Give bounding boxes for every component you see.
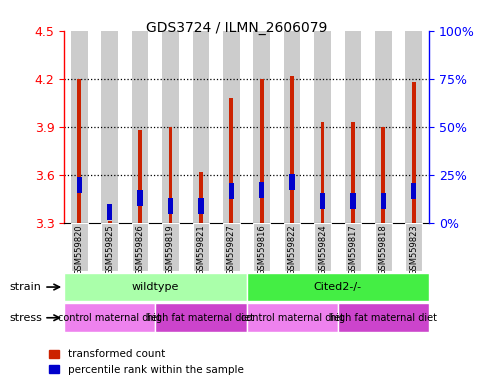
Bar [102, 223, 118, 271]
Legend: transformed count, percentile rank within the sample: transformed count, percentile rank withi… [45, 345, 247, 379]
Text: strain: strain [10, 282, 42, 292]
Bar [314, 223, 331, 271]
Text: GSM559820: GSM559820 [75, 224, 84, 275]
Text: GSM559819: GSM559819 [166, 224, 175, 275]
Bar [405, 223, 422, 271]
Text: GSM559827: GSM559827 [227, 224, 236, 275]
Bar [107, 204, 112, 220]
Bar [350, 193, 355, 209]
Bar [64, 273, 246, 301]
Bar [260, 79, 264, 223]
Bar [246, 303, 338, 332]
Text: GSM559822: GSM559822 [287, 224, 297, 275]
Bar [132, 31, 148, 223]
Bar [102, 31, 118, 223]
Bar [253, 223, 270, 271]
Bar [411, 183, 417, 199]
Text: Cited2-/-: Cited2-/- [314, 282, 362, 292]
Bar [162, 223, 179, 271]
Bar [320, 122, 324, 223]
Bar [199, 172, 203, 223]
Bar [132, 223, 148, 271]
Bar [289, 174, 295, 190]
Text: GSM559825: GSM559825 [105, 224, 114, 275]
Bar [351, 122, 355, 223]
Bar [71, 31, 88, 223]
Text: GSM559826: GSM559826 [136, 224, 144, 275]
Bar [412, 82, 416, 223]
Bar [345, 31, 361, 223]
Bar [155, 303, 246, 332]
Bar [71, 223, 88, 271]
Text: control maternal diet: control maternal diet [241, 313, 344, 323]
Bar [320, 193, 325, 209]
Text: GSM559816: GSM559816 [257, 224, 266, 275]
Text: GDS3724 / ILMN_2606079: GDS3724 / ILMN_2606079 [146, 21, 327, 35]
Bar [193, 31, 209, 223]
Bar [223, 31, 240, 223]
Bar [108, 221, 111, 223]
Bar [193, 223, 209, 271]
Bar [246, 273, 429, 301]
Text: GSM559823: GSM559823 [409, 224, 418, 275]
Bar [138, 190, 143, 205]
Bar [405, 31, 422, 223]
Bar [223, 223, 240, 271]
Bar [375, 223, 391, 271]
Text: wildtype: wildtype [132, 282, 179, 292]
Bar [338, 303, 429, 332]
Bar [284, 223, 300, 271]
Text: GSM559821: GSM559821 [196, 224, 206, 275]
Bar [162, 31, 179, 223]
Text: GSM559824: GSM559824 [318, 224, 327, 275]
Bar [229, 183, 234, 199]
Bar [169, 127, 173, 223]
Text: GSM559817: GSM559817 [349, 224, 357, 275]
Bar [375, 31, 391, 223]
Bar [345, 223, 361, 271]
Bar [229, 98, 233, 223]
Bar [168, 197, 173, 214]
Text: control maternal diet: control maternal diet [58, 313, 161, 323]
Text: stress: stress [10, 313, 43, 323]
Bar [138, 130, 142, 223]
Bar [259, 182, 264, 197]
Bar [290, 76, 294, 223]
Bar [284, 31, 300, 223]
Bar [64, 303, 155, 332]
Bar [198, 197, 204, 214]
Text: GSM559818: GSM559818 [379, 224, 388, 275]
Bar [382, 127, 385, 223]
Bar [253, 31, 270, 223]
Bar [381, 193, 386, 209]
Bar [314, 31, 331, 223]
Bar [77, 79, 81, 223]
Text: high fat maternal diet: high fat maternal diet [330, 313, 437, 323]
Bar [76, 177, 82, 193]
Text: high fat maternal diet: high fat maternal diet [147, 313, 254, 323]
